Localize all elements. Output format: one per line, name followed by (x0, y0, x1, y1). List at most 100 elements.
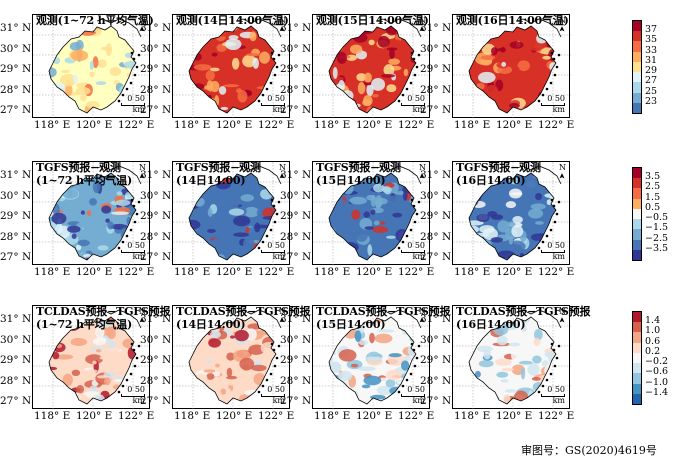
field-patch (55, 354, 74, 360)
field-patch (70, 352, 86, 364)
colorbar-tick-label: 35 (645, 34, 658, 46)
island (257, 390, 261, 394)
longitude-label: 118° E (34, 266, 71, 278)
map-frame: N ➤ 0 50 km (172, 14, 291, 119)
field-patch (189, 377, 197, 389)
field-patch (333, 34, 342, 42)
field-patch (92, 360, 97, 365)
colorbar-segment (633, 61, 641, 73)
longitude-label: 122° E (258, 119, 295, 131)
island (405, 87, 409, 91)
latitude-label: 29° N (0, 63, 32, 75)
panel-title-line: (16日14:00) (456, 174, 526, 187)
island (552, 57, 556, 61)
colorbar-tick-label: 37 (645, 24, 658, 36)
latitude-label: 29° N (280, 63, 312, 75)
latitude-label: 27° N (420, 251, 452, 263)
panel-title-line: (15日14:00) (316, 318, 386, 331)
field-patch (550, 335, 556, 341)
island (275, 356, 279, 360)
longitude-label: 118° E (314, 266, 351, 278)
map-frame: N ➤ 0 50 km (452, 305, 571, 410)
north-arrow-icon: N ➤ (417, 17, 426, 33)
field-patch (73, 74, 78, 84)
map-frame: N ➤ 0 50 km (312, 161, 431, 266)
field-patch (49, 52, 54, 61)
island (272, 348, 276, 352)
field-patch (475, 37, 481, 41)
latitude-label: 28° N (420, 374, 452, 387)
latitude-label: 28° N (280, 230, 312, 243)
field-patch (101, 46, 111, 51)
latitude-label: 31° N (280, 22, 312, 34)
scale-bar-line (121, 250, 145, 253)
island (409, 81, 413, 85)
colorbar-segment (633, 249, 641, 260)
field-patch (388, 353, 402, 358)
latitude-label: 27° N (0, 395, 32, 407)
island (257, 99, 261, 103)
island (265, 234, 269, 238)
field-patch (329, 106, 340, 113)
field-patch (59, 74, 77, 87)
island (261, 384, 265, 388)
field-patch (89, 60, 94, 70)
island (552, 204, 556, 208)
island (415, 356, 419, 360)
longitude-label: 118° E (34, 410, 71, 422)
field-patch (389, 195, 397, 206)
colorbar-segment (633, 178, 641, 189)
latitude-label: 27° N (140, 251, 172, 263)
field-patch (369, 332, 375, 344)
field-patch (49, 66, 57, 78)
field-patch (371, 78, 386, 91)
field-patch (99, 355, 116, 361)
field-patch (191, 396, 197, 404)
field-patch (556, 203, 560, 212)
field-patch (403, 68, 409, 77)
island (125, 234, 129, 238)
field-patch (52, 65, 62, 69)
field-patch (503, 394, 511, 404)
neighbor-boundary (236, 309, 282, 329)
island (270, 51, 274, 55)
field-patch (370, 209, 376, 215)
colorbar-segment (633, 168, 641, 179)
latitude-label: 31° N (420, 22, 452, 34)
scale-bar-value: 0 50 (267, 241, 285, 250)
scale-bar: 0 50 km (121, 386, 145, 405)
island (541, 240, 545, 244)
field-patch (520, 367, 526, 380)
field-patch (332, 67, 338, 79)
field-patch (234, 329, 249, 342)
map-panel: N ➤ 0 50 km 观测(14日14:00气温) 31° N 30° N 29° N 28°… (140, 14, 294, 131)
field-patch (95, 321, 112, 329)
longitude-label: 120° E (496, 119, 533, 131)
panel-title: TGFS预报−观测 (1~72 h平均气温) (36, 161, 132, 187)
colorbar-segment (633, 229, 641, 240)
island (410, 198, 414, 202)
field-patch (535, 221, 544, 225)
field-patch (505, 322, 519, 331)
field-patch (211, 52, 218, 57)
field-patch (533, 329, 543, 341)
map-frame: N ➤ 0 50 km (32, 14, 151, 119)
field-patch (329, 239, 340, 252)
field-patch (347, 202, 354, 209)
field-patch (478, 26, 488, 37)
latitude-label: 30° N (0, 42, 32, 55)
field-patch (329, 100, 347, 105)
scale-bar-unit: km (412, 105, 425, 114)
field-patch (528, 208, 544, 219)
colorbar-tick-label: 0.6 (645, 335, 661, 347)
scale-bar-unit: km (272, 105, 285, 114)
latitude-label: 31° N (280, 313, 312, 325)
north-label: N (139, 163, 146, 172)
scale-bar-line (121, 103, 145, 106)
field-patch (385, 378, 396, 388)
panel-title: TGFS预报−观测 (15日14:00) (316, 161, 401, 187)
panel-title-line: 观测(15日14:00气温) (316, 14, 429, 27)
island (550, 198, 554, 202)
field-patch (50, 31, 60, 44)
field-patch (554, 67, 556, 78)
